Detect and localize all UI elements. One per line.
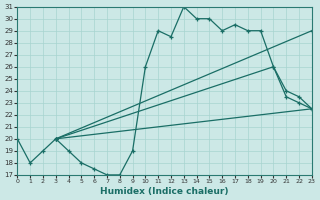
- X-axis label: Humidex (Indice chaleur): Humidex (Indice chaleur): [100, 187, 229, 196]
